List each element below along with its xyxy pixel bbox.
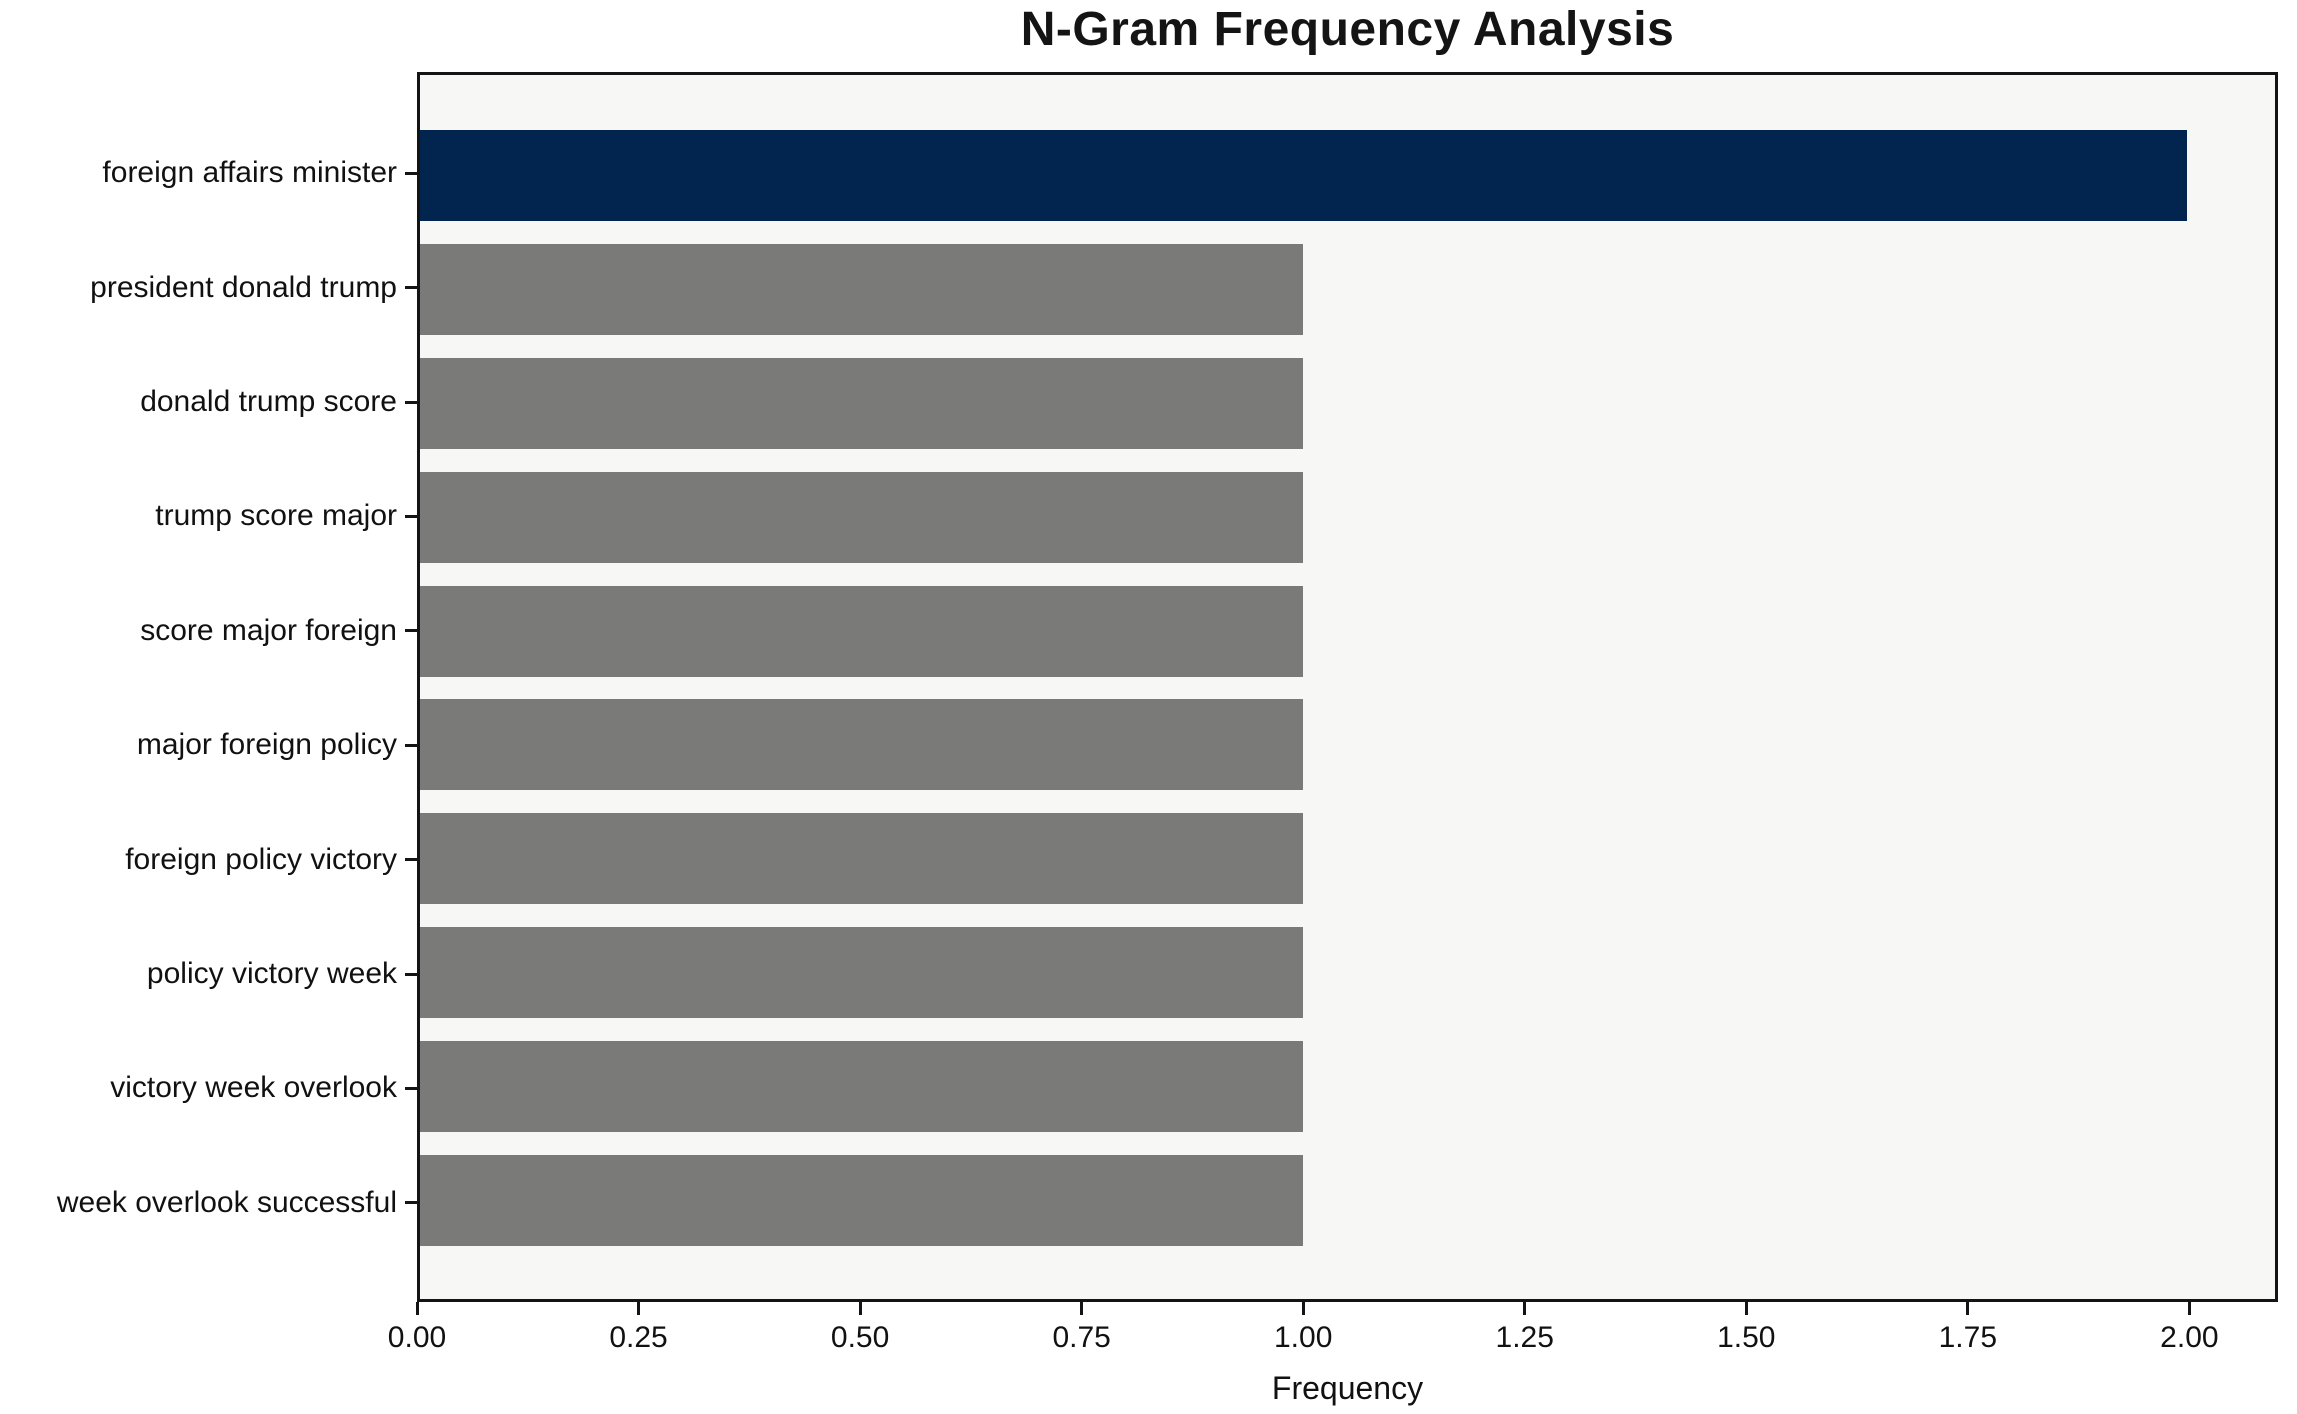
x-axis-title: Frequency [1271, 1370, 1424, 1406]
bar-row [420, 233, 2275, 347]
y-tick-mark [405, 972, 417, 976]
y-tick-mark [405, 286, 417, 290]
y-tick-mark [405, 629, 417, 633]
x-tick-label: 0.50 [830, 1321, 890, 1354]
frequency-bar [420, 244, 1304, 336]
y-tick-label: policy victory week [146, 957, 397, 990]
frequency-bar [420, 813, 1304, 905]
frequency-bar [420, 1154, 1304, 1246]
x-tick-mark [1301, 1302, 1305, 1315]
y-tick-mark [405, 400, 417, 404]
y-tick-mark [405, 171, 417, 175]
bar-row [420, 1143, 2275, 1257]
x-tick-label: 1.50 [1717, 1321, 1776, 1354]
x-tick-mark [637, 1302, 641, 1315]
x-tick-mark [1523, 1302, 1527, 1315]
x-tick-label: 1.75 [1938, 1321, 1998, 1354]
x-tick-label: 1.25 [1495, 1321, 1554, 1354]
x-tick-label: 0.00 [387, 1321, 447, 1354]
chart-title: N-Gram Frequency Analysis [1020, 3, 1675, 56]
y-tick-mark [405, 1086, 417, 1090]
bar-row [420, 347, 2275, 461]
y-tick-label: week overlook successful [56, 1185, 397, 1219]
y-tick-label: donald trump score [140, 385, 397, 418]
bar-row [420, 574, 2275, 688]
frequency-bar [420, 926, 1304, 1018]
x-tick-mark [2187, 1302, 2191, 1315]
x-tick-mark [1080, 1302, 1084, 1315]
frequency-bar [420, 471, 1304, 563]
bar-row [420, 1029, 2275, 1143]
x-tick-mark [1744, 1302, 1748, 1315]
frequency-bar [420, 699, 1304, 791]
x-tick-label: 0.25 [609, 1321, 668, 1354]
plot-area [417, 72, 2278, 1302]
frequency-bar [420, 585, 1304, 677]
y-tick-label: president donald trump [90, 270, 397, 304]
y-tick-label: victory week overlook [110, 1071, 397, 1105]
x-tick-label: 0.75 [1052, 1321, 1111, 1354]
bar-row [420, 119, 2275, 233]
x-tick-label: 1.00 [1273, 1321, 1333, 1354]
x-tick-label: 2.00 [2160, 1321, 2219, 1354]
y-tick-label: foreign policy victory [125, 842, 397, 876]
frequency-bar [420, 130, 2187, 222]
x-tick-mark [1966, 1302, 1970, 1315]
frequency-bar [420, 357, 1304, 449]
x-tick-mark [415, 1302, 419, 1315]
x-tick-mark [858, 1302, 862, 1315]
y-tick-mark [405, 1201, 417, 1205]
bars-container [420, 75, 2275, 1299]
y-tick-label: score major foreign [140, 613, 397, 647]
bar-row [420, 916, 2275, 1030]
bar-row [420, 688, 2275, 802]
y-tick-label: trump score major [155, 499, 397, 533]
y-tick-label: major foreign policy [136, 728, 397, 762]
y-tick-label: foreign affairs minister [102, 156, 397, 190]
bar-row [420, 460, 2275, 574]
y-tick-mark [405, 858, 417, 862]
y-tick-mark [405, 514, 417, 518]
y-tick-mark [405, 743, 417, 747]
bar-row [420, 802, 2275, 916]
frequency-bar [420, 1040, 1304, 1132]
